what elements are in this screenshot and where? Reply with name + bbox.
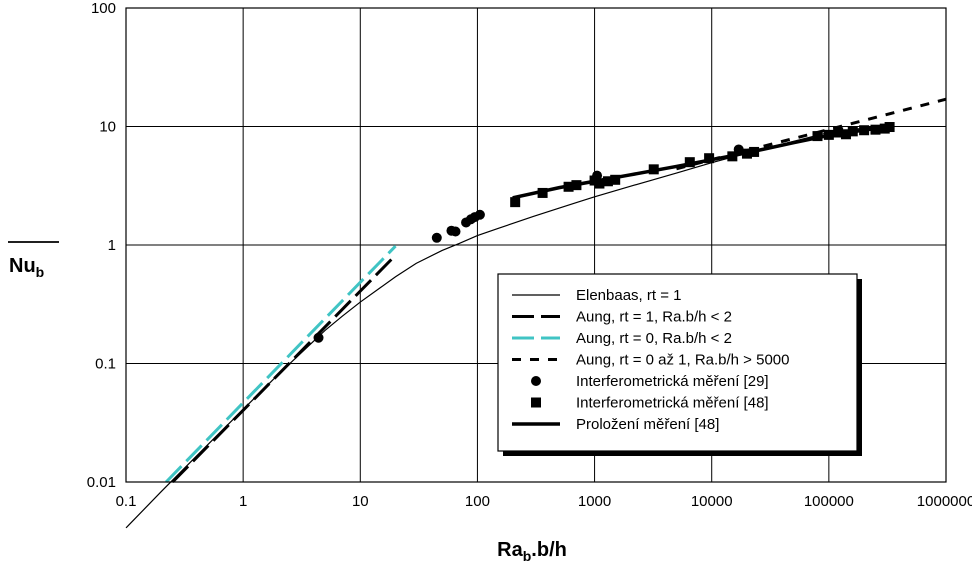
series-3 [165, 244, 397, 484]
y-tick-label: 10 [99, 119, 116, 136]
x-tick-label: 1000000 [917, 493, 972, 510]
legend-entry: Aung, rt = 0, Ra.b/h < 2 [512, 330, 732, 347]
legend-label: Aung, rt = 0, Ra.b/h < 2 [576, 330, 732, 347]
y-tick-labels: 0.01 0.1 1 10 100 [87, 0, 116, 491]
legend-entry: Aung, rt = 1, Ra.b/h < 2 [512, 309, 732, 326]
legend-box [497, 273, 858, 452]
data-point-circle [450, 226, 461, 237]
data-point-square [594, 178, 605, 189]
svg-text:Nub: Nub [9, 255, 44, 280]
data-point-circle [431, 232, 442, 243]
legend-label: Proložení měření [48] [576, 416, 719, 433]
y-tick-label: 1 [108, 237, 116, 254]
plot-frame [125, 7, 947, 483]
series-line [165, 244, 397, 484]
legend-label: Aung, rt = 1, Ra.b/h < 2 [576, 309, 732, 326]
series-5 [313, 144, 744, 343]
x-tick-label: 1000 [578, 493, 611, 510]
series-line [512, 124, 893, 200]
legend-items: Elenbaas, rt = 1 Aung, rt = 1, Ra.b/h < 2… [512, 287, 789, 433]
legend: Elenbaas, rt = 1 Aung, rt = 1, Ra.b/h < 2… [497, 273, 862, 456]
legend-entry: Interferometrická měření [29] [531, 373, 769, 390]
x-tick-label: 0.1 [116, 493, 137, 510]
data-point-circle [474, 209, 485, 220]
series-layer [125, 97, 947, 529]
series-2 [171, 254, 397, 484]
legend-entry: Aung, rt = 0 až 1, Ra.b/h > 5000 [512, 352, 789, 369]
data-point-square [704, 153, 715, 164]
y-tick-label: 0.01 [87, 474, 116, 491]
series-7 [512, 124, 893, 200]
x-tick-label: 10 [352, 493, 369, 510]
y-tick-label: 100 [91, 0, 116, 17]
x-tick-label: 10000 [691, 493, 733, 510]
legend-entry: Interferometrická měření [48] [531, 395, 769, 412]
y-axis-title: Nub [8, 241, 59, 280]
legend-label: Interferometrická měření [48] [576, 395, 769, 412]
x-tick-label: 100000 [804, 493, 854, 510]
x-axis-title: Rab.b/h [497, 539, 567, 564]
legend-entry: Elenbaas, rt = 1 [512, 287, 681, 304]
legend-label: Aung, rt = 0 až 1, Ra.b/h > 5000 [576, 352, 789, 369]
x-tick-label: 100 [465, 493, 490, 510]
legend-entry: Proložení měření [48] [512, 416, 719, 433]
legend-swatch [531, 397, 541, 408]
legend-label: Interferometrická měření [29] [576, 373, 769, 390]
data-point-circle [313, 332, 324, 343]
data-point-square [602, 176, 613, 187]
data-point-square [510, 197, 521, 208]
legend-swatch [531, 376, 541, 386]
data-point-square [610, 174, 621, 185]
x-tick-labels: 0.1 1 10 100 1000 10000 100000 1000000 [116, 493, 972, 510]
legend-label: Elenbaas, rt = 1 [576, 287, 681, 304]
x-tick-label: 1 [239, 493, 247, 510]
y-tick-label: 0.1 [95, 356, 116, 373]
series-line [171, 254, 397, 484]
